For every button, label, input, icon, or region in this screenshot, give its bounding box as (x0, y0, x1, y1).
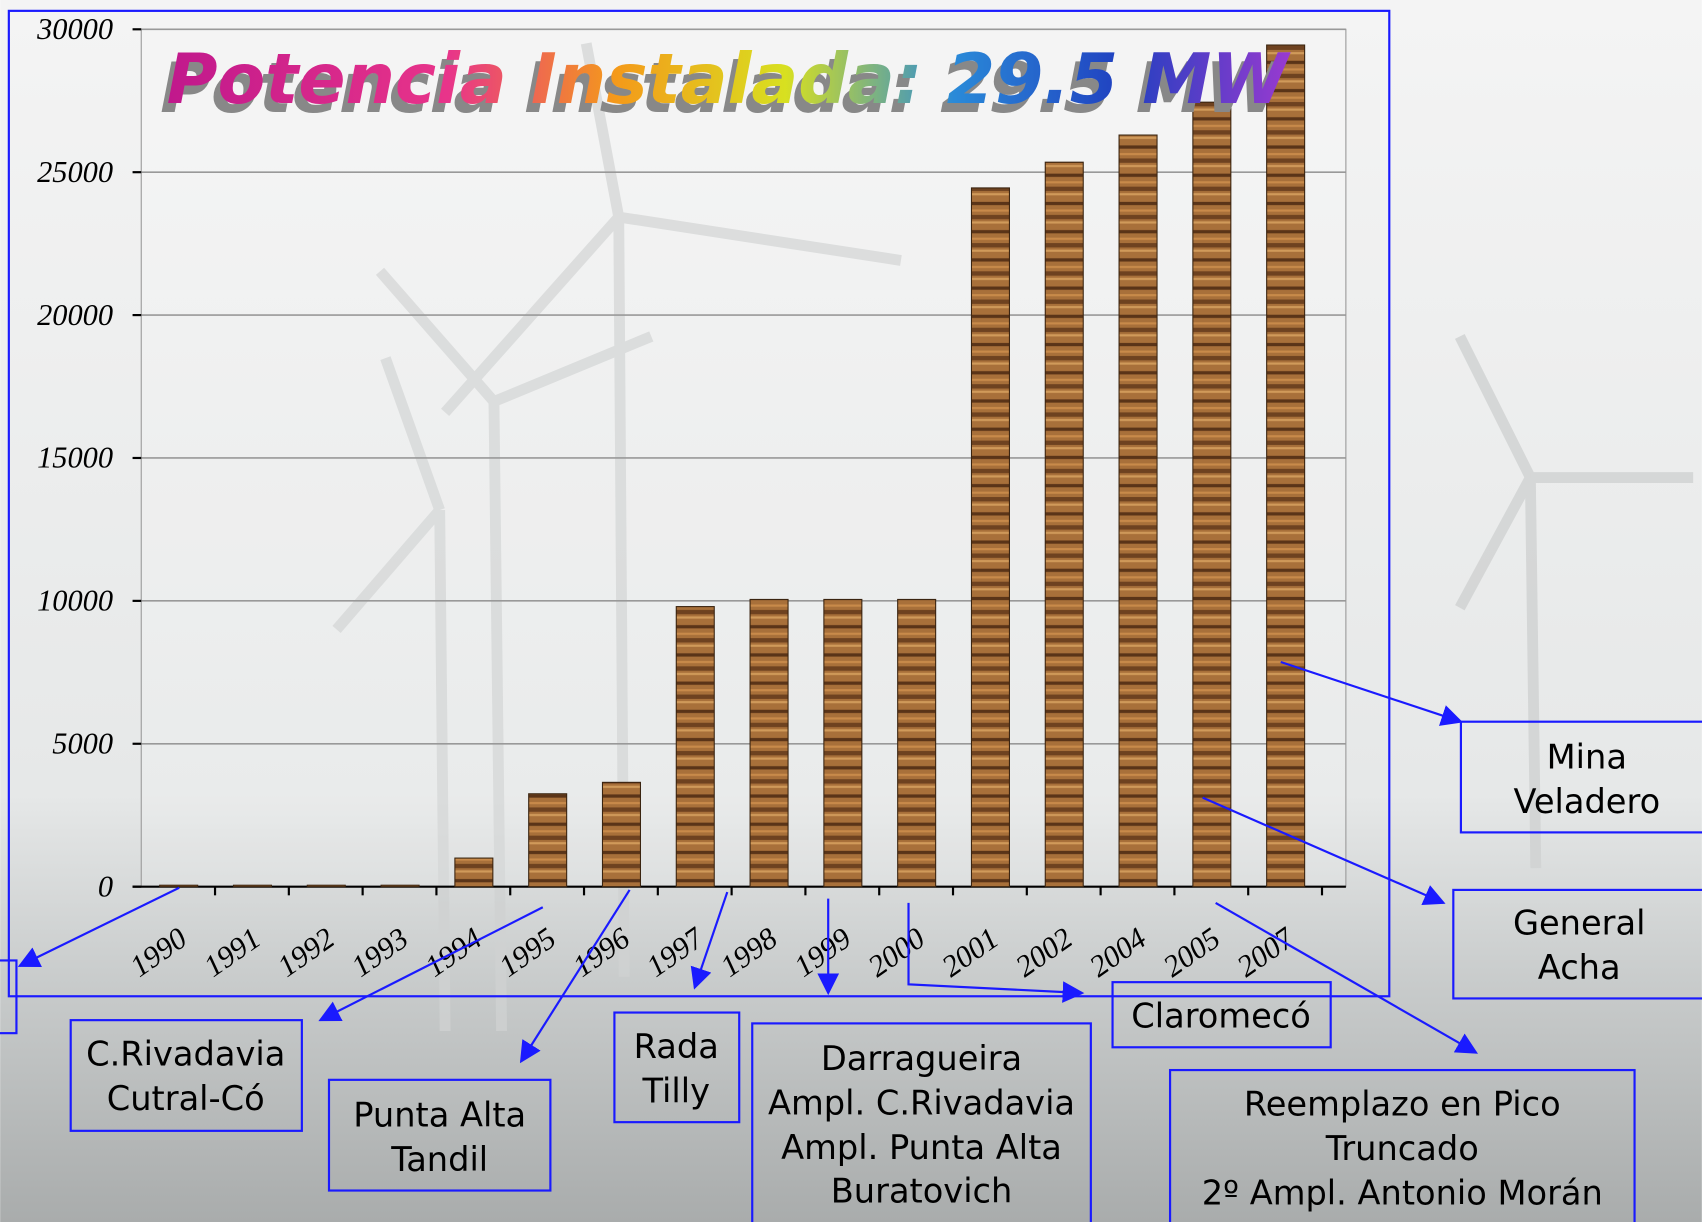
annotation-text: Ampl. Punta Alta (781, 1128, 1062, 1167)
y-tick-label: 30000 (36, 12, 113, 46)
annotation-text: Ampl. C.Rivadavia (768, 1084, 1075, 1123)
bar (750, 599, 788, 886)
annotation-text: Tandil (390, 1140, 488, 1179)
y-tick-label: 10000 (37, 584, 113, 618)
y-tick-label: 5000 (52, 727, 113, 761)
annotation-text: Acha (1538, 948, 1621, 987)
y-tick-label: 25000 (37, 155, 113, 189)
bar (1045, 162, 1083, 886)
bar (676, 607, 714, 887)
bar (1119, 135, 1157, 887)
bar (307, 885, 345, 886)
annotation-text: Reemplazo en Pico (1244, 1085, 1561, 1124)
annotation-text: C.Rivadavia (86, 1035, 285, 1074)
annotation-text: General (1513, 903, 1646, 942)
bar (824, 599, 862, 886)
bar (1267, 45, 1305, 887)
annotation-text: Buratovich (831, 1171, 1013, 1210)
bar (602, 782, 640, 886)
annotation-text: Claromecó (1131, 997, 1311, 1036)
bar (233, 885, 271, 886)
annotation-text: Truncado (1325, 1129, 1479, 1168)
chart: 0500010000150002000025000300001990199119… (0, 0, 1702, 1222)
annotation-text: Darragueira (821, 1039, 1022, 1078)
annotation-text: Cutral-Có (107, 1079, 265, 1118)
annotation-text: Mina (1547, 737, 1627, 776)
annotation-text: Punta Alta (353, 1095, 526, 1134)
bar (160, 885, 198, 886)
y-tick-label: 0 (98, 869, 113, 903)
bar (1193, 102, 1231, 886)
annotation-text: Tilly (642, 1072, 710, 1111)
y-tick-label: 20000 (37, 298, 113, 332)
annotation-text: Veladero (1513, 782, 1660, 821)
chart-title: Potencia Instalada: 29.5 MW (167, 40, 1292, 120)
bar (971, 188, 1009, 887)
bar (455, 858, 493, 887)
annotation-text: Rada (634, 1027, 719, 1066)
y-tick-label: 15000 (37, 441, 113, 475)
bar (898, 599, 936, 886)
bar (529, 794, 567, 887)
bar (381, 885, 419, 886)
annotation-text: 2º Ampl. Antonio Morán (1202, 1174, 1603, 1213)
